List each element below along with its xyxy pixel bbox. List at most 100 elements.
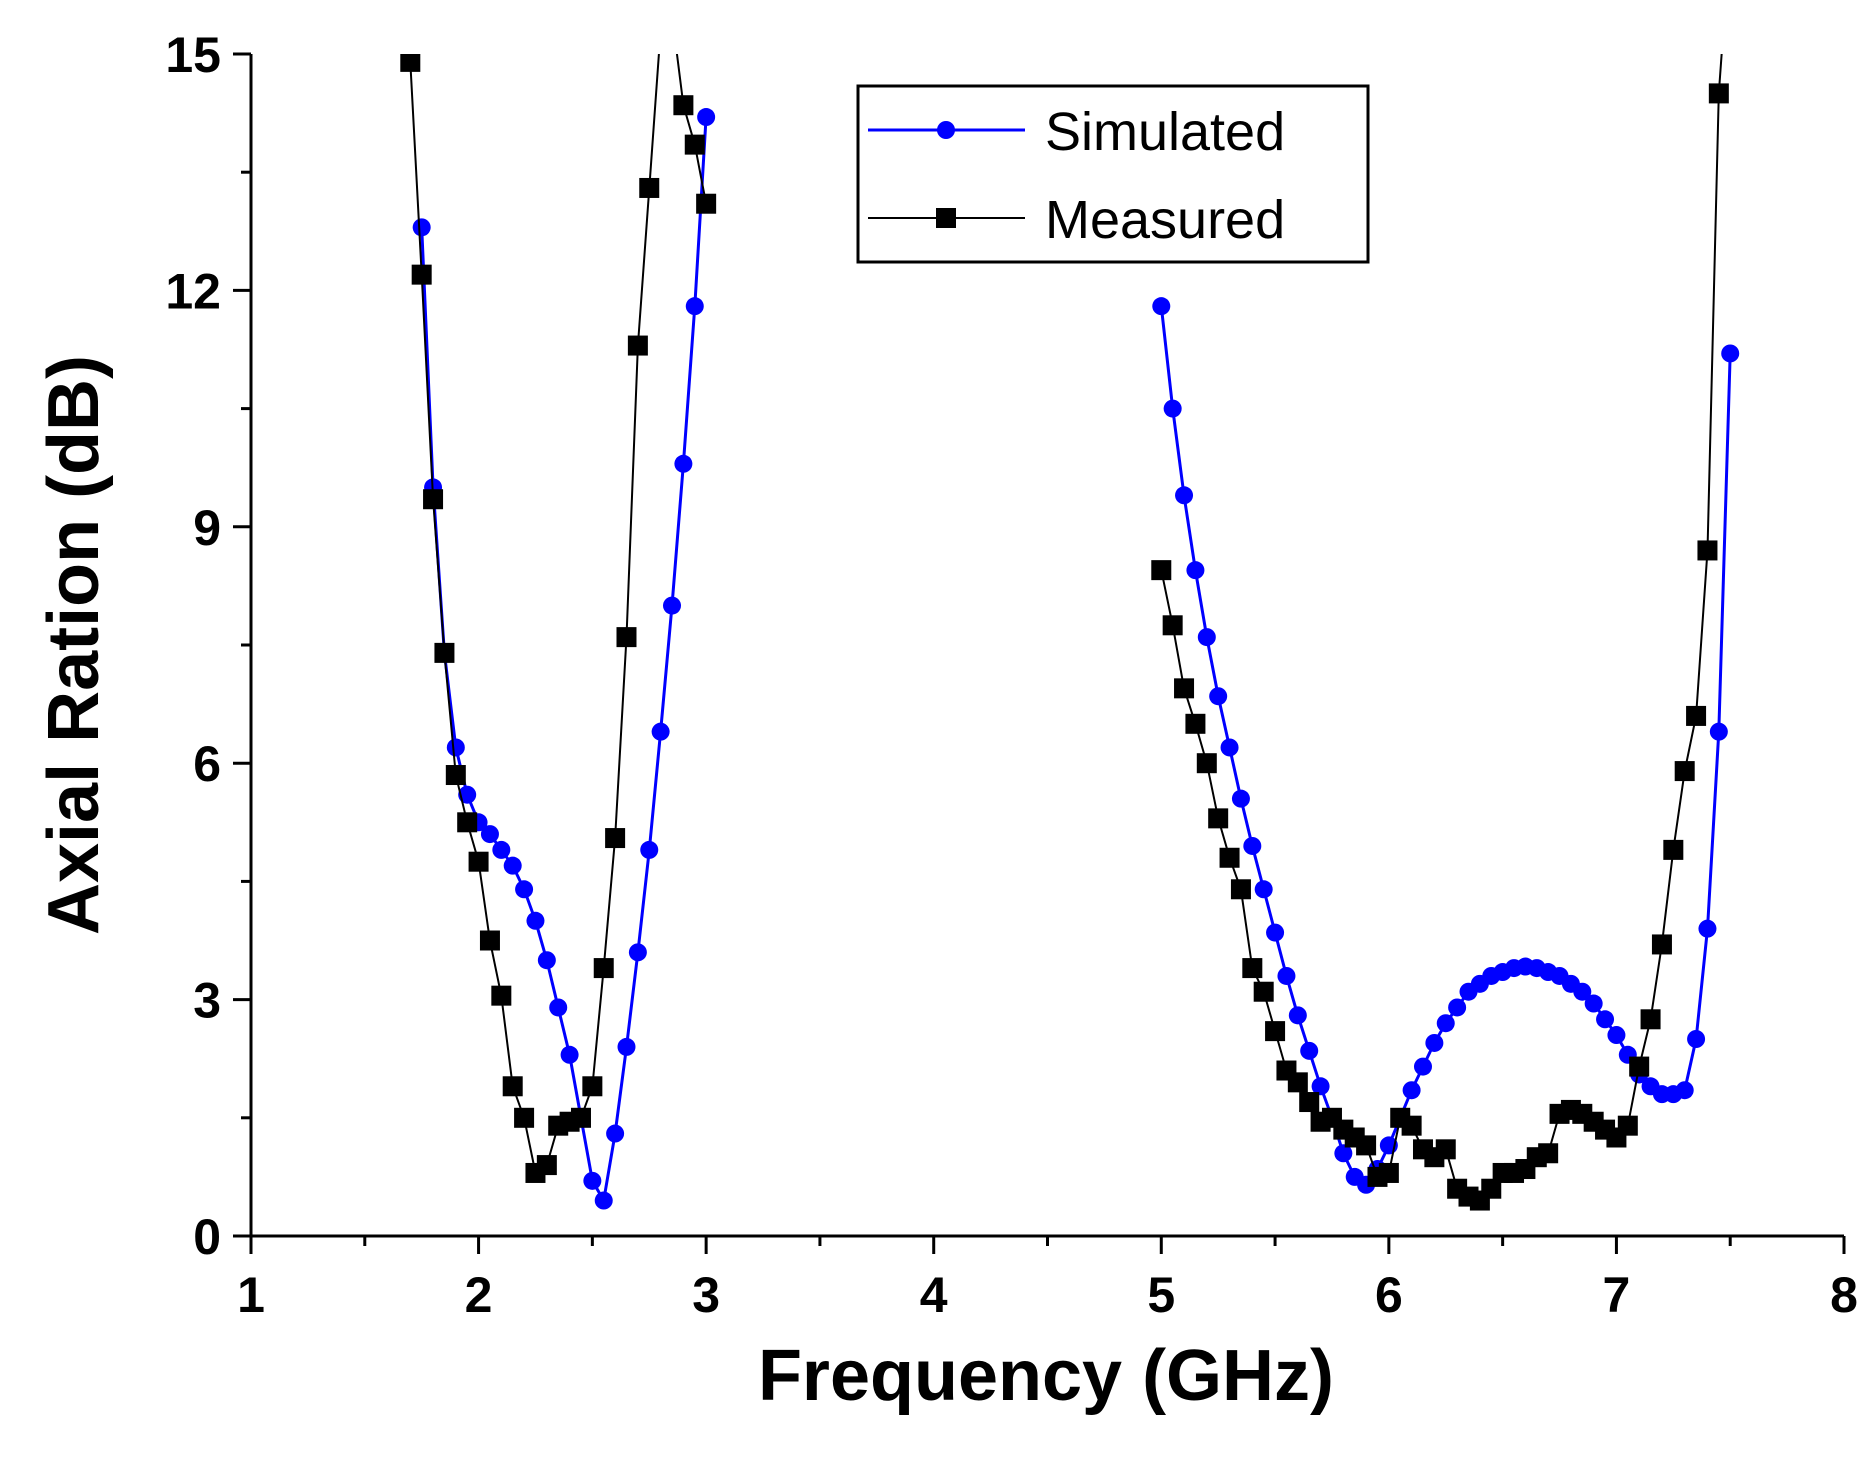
data-point-simulated (412, 218, 431, 237)
data-point-simulated (560, 1045, 579, 1064)
data-point-measured (582, 1076, 603, 1097)
data-point-simulated (503, 856, 522, 875)
data-point-simulated (651, 722, 670, 741)
data-point-simulated (1311, 1077, 1330, 1096)
data-point-simulated (663, 596, 682, 615)
data-point-simulated (1231, 789, 1250, 808)
data-point-measured (627, 335, 648, 356)
x-tick-label: 2 (465, 1267, 493, 1323)
data-point-simulated (1209, 687, 1228, 706)
data-point-simulated (1573, 982, 1592, 1001)
data-point-measured (1196, 753, 1217, 774)
data-point-measured (1617, 1115, 1638, 1136)
data-point-simulated (617, 1037, 636, 1056)
data-point-measured (1651, 934, 1672, 955)
series-measured (400, 54, 1729, 1211)
data-point-simulated (640, 840, 659, 859)
data-point-measured (684, 134, 705, 155)
data-point-simulated (1288, 1006, 1307, 1025)
data-point-measured (593, 958, 614, 979)
y-tick-label: 6 (193, 736, 221, 792)
series-layer (400, 54, 1740, 1211)
data-point-simulated (1220, 738, 1239, 757)
data-point-simulated (1277, 966, 1296, 985)
data-point-simulated (697, 108, 716, 127)
data-point-measured (605, 828, 626, 849)
data-point-simulated (1721, 344, 1740, 363)
data-point-simulated (1175, 486, 1194, 505)
data-point-measured (468, 851, 489, 872)
data-point-measured (1356, 1135, 1377, 1156)
y-tick-label: 12 (165, 263, 221, 319)
data-point-simulated (1698, 919, 1717, 938)
data-point-measured (1674, 761, 1695, 782)
data-point-measured (570, 1107, 591, 1128)
x-tick-label: 4 (920, 1267, 948, 1323)
data-point-measured (423, 489, 444, 510)
data-point-simulated (1584, 994, 1603, 1013)
x-tick-label: 3 (692, 1267, 720, 1323)
data-point-simulated (685, 297, 704, 316)
x-tick-label: 7 (1603, 1267, 1631, 1323)
data-point-simulated (446, 738, 465, 757)
data-point-simulated (1254, 880, 1273, 899)
data-point-measured (1629, 1056, 1650, 1077)
data-point-simulated (1163, 399, 1182, 418)
data-point-simulated (1596, 1010, 1615, 1029)
data-point-simulated (1425, 1033, 1444, 1052)
data-point-measured (1162, 615, 1183, 636)
data-point-simulated (1243, 836, 1262, 855)
data-point-measured (1299, 1092, 1320, 1113)
data-point-measured (434, 642, 455, 663)
data-point-measured (411, 264, 432, 285)
data-point-simulated (1402, 1081, 1421, 1100)
data-point-simulated (458, 785, 477, 804)
data-point-simulated (594, 1191, 613, 1210)
series-line-simulated (1159, 306, 1732, 1187)
data-point-simulated (1266, 923, 1285, 942)
series-simulated (412, 108, 1740, 1210)
data-point-simulated (1413, 1057, 1432, 1076)
data-point-simulated (1436, 1014, 1455, 1033)
data-point-simulated (515, 880, 534, 899)
legend-marker-measured (936, 208, 956, 228)
data-point-simulated (583, 1171, 602, 1190)
x-tick-label: 1 (237, 1267, 265, 1323)
data-point-measured (673, 95, 694, 116)
legend-label-simulated: Simulated (1045, 102, 1285, 162)
data-point-measured (1208, 808, 1229, 829)
data-point-simulated (1448, 998, 1467, 1017)
y-axis-title: Axial Ration (dB) (34, 355, 114, 935)
x-tick-label: 8 (1830, 1267, 1858, 1323)
data-point-simulated (1152, 297, 1171, 316)
data-point-measured (491, 985, 512, 1006)
data-point-simulated (606, 1124, 625, 1143)
y-tick-label: 3 (193, 973, 221, 1029)
y-tick-label: 0 (193, 1209, 221, 1265)
data-point-measured (1265, 1021, 1286, 1042)
data-point-measured (400, 54, 421, 72)
data-point-measured (1435, 1139, 1456, 1160)
data-point-measured (1174, 678, 1195, 699)
data-point-measured (1230, 879, 1251, 900)
data-point-measured (1538, 1143, 1559, 1164)
data-point-simulated (674, 454, 693, 473)
legend-box (856, 84, 1370, 264)
x-tick-label: 6 (1375, 1267, 1403, 1323)
x-tick-label: 5 (1147, 1267, 1175, 1323)
data-point-simulated (1675, 1081, 1694, 1100)
legend-marker-simulated (937, 121, 955, 139)
data-point-measured (639, 177, 660, 198)
data-point-simulated (1300, 1041, 1319, 1060)
data-point-simulated (526, 911, 545, 930)
data-point-simulated (1186, 561, 1205, 580)
data-point-measured (1378, 1162, 1399, 1183)
data-point-simulated (537, 951, 556, 970)
series-line-simulated (420, 116, 708, 1205)
legend: Simulated Measured (856, 84, 1370, 264)
y-tick-label: 9 (193, 500, 221, 556)
y-tick-label: 15 (165, 27, 221, 83)
data-point-simulated (492, 840, 511, 859)
data-point-measured (696, 193, 717, 214)
